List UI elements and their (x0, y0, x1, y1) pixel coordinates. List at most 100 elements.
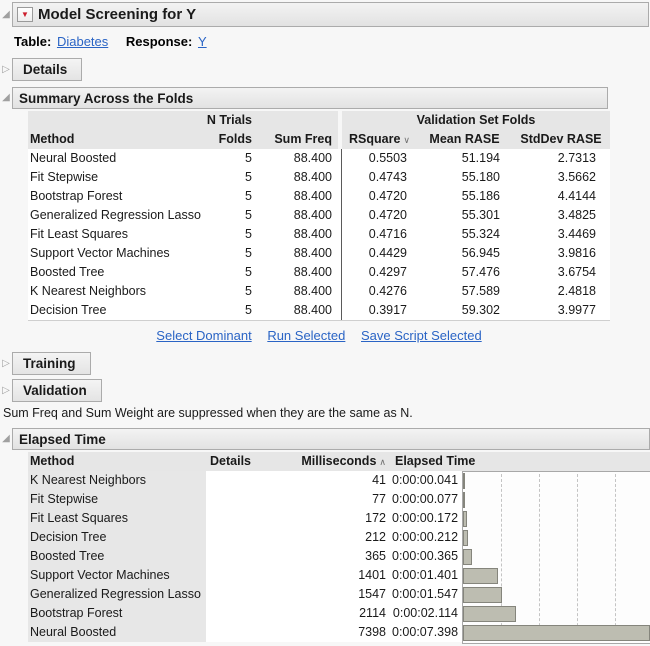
save-script-selected-link[interactable]: Save Script Selected (361, 328, 482, 343)
disclosure-open-icon[interactable]: ◢ (2, 433, 10, 444)
table-row[interactable]: Neural Boosted 7398 0:00:07.398 (28, 623, 650, 642)
cell-method: Bootstrap Forest (30, 189, 123, 203)
cell-details (206, 471, 266, 490)
cell-folds: 5 (245, 170, 252, 184)
table-row[interactable]: Support Vector Machines 1401 0:00:01.401 (28, 566, 650, 585)
table-row[interactable]: Generalized Regression Lasso 1547 0:00:01.… (28, 585, 650, 604)
table-row[interactable]: Support Vector Machines 5 88.400 0.4429 56.9… (28, 244, 610, 263)
cell-sum-freq: 88.400 (293, 189, 332, 203)
cell-folds: 5 (245, 284, 252, 298)
cell-stddev-rase: 4.4144 (557, 189, 596, 203)
table-row[interactable]: Generalized Regression Lasso 5 88.400 0.472… (28, 206, 610, 225)
column-header-stddev-rase[interactable]: StdDev RASE (520, 132, 602, 146)
table-row[interactable]: Boosted Tree 5 88.400 0.4297 57.476 3.6754 (28, 263, 610, 282)
bar[interactable] (463, 473, 465, 489)
cell-method: Fit Stepwise (28, 490, 206, 509)
table-row[interactable]: Fit Least Squares 172 0:00:00.172 (28, 509, 650, 528)
disclosure-closed-icon[interactable]: ▷ (2, 384, 10, 396)
cell-method: K Nearest Neighbors (30, 284, 147, 298)
cell-mean-rase: 51.194 (461, 151, 500, 165)
cell-folds: 5 (245, 208, 252, 222)
bar[interactable] (463, 606, 516, 622)
column-header-milliseconds[interactable]: Milliseconds ∧ (266, 452, 392, 471)
select-dominant-link[interactable]: Select Dominant (156, 328, 252, 343)
cell-method: Fit Least Squares (28, 509, 206, 528)
cell-method: Support Vector Machines (28, 566, 206, 585)
summary-title-bar: Summary Across the Folds (12, 87, 608, 109)
cell-milliseconds: 2114 (266, 604, 392, 623)
column-header-sum-freq[interactable]: Sum Freq (274, 132, 332, 146)
sort-ascending-icon: ∧ (379, 457, 386, 467)
cell-folds: 5 (245, 303, 252, 317)
cell-folds: 5 (245, 189, 252, 203)
table-row[interactable]: Boosted Tree 365 0:00:00.365 (28, 547, 650, 566)
disclosure-closed-icon[interactable]: ▷ (2, 63, 10, 75)
disclosure-open-icon[interactable]: ◢ (2, 8, 10, 20)
bar[interactable] (463, 568, 498, 584)
column-header-method[interactable]: Method (30, 454, 75, 468)
column-divider (338, 244, 342, 263)
header-validation-set-folds: Validation Set Folds (416, 113, 536, 127)
summary-title-row: ◢ Summary Across the Folds (0, 87, 650, 109)
bar[interactable] (463, 530, 468, 546)
bar[interactable] (463, 587, 502, 603)
cell-elapsed-time: 0:00:01.547 (392, 585, 462, 604)
column-header-elapsed-time[interactable]: Elapsed Time (395, 454, 476, 468)
cell-stddev-rase: 3.4825 (557, 208, 596, 222)
response-link[interactable]: Y (197, 34, 207, 49)
table-link[interactable]: Diabetes (56, 34, 109, 49)
table-row[interactable]: K Nearest Neighbors 5 88.400 0.4276 57.589 2.… (28, 282, 610, 301)
bar[interactable] (463, 549, 472, 565)
column-header-rsquare[interactable]: RSquare ∨ (342, 130, 417, 149)
details-outline-button[interactable]: Details (12, 58, 83, 81)
table-row[interactable]: Decision Tree 5 88.400 0.3917 59.302 3.9977 (28, 301, 610, 320)
column-gap (338, 130, 342, 149)
cell-rsquare: 0.4743 (368, 170, 407, 184)
summary-table-body: Neural Boosted 5 88.400 0.5503 51.194 2.7313 F… (28, 149, 610, 320)
run-selected-link[interactable]: Run Selected (267, 328, 346, 343)
cell-mean-rase: 59.302 (461, 303, 500, 317)
column-header-mean-rase[interactable]: Mean RASE (429, 132, 500, 146)
table-row[interactable]: Neural Boosted 5 88.400 0.5503 51.194 2.7313 (28, 149, 610, 168)
disclosure-closed-icon[interactable]: ▷ (2, 357, 10, 369)
table-row[interactable]: K Nearest Neighbors 41 0:00:00.041 (28, 471, 650, 490)
cell-rsquare: 0.4720 (368, 208, 407, 222)
cell-folds: 5 (245, 151, 252, 165)
cell-sum-freq: 88.400 (293, 227, 332, 241)
cell-method: Boosted Tree (30, 265, 105, 279)
column-divider (338, 206, 342, 225)
training-label: Training (23, 356, 76, 371)
validation-outline-button[interactable]: Validation (12, 379, 102, 402)
page-title: Model Screening for Y (38, 6, 197, 23)
column-header-details[interactable]: Details (210, 454, 251, 468)
table-row[interactable]: Decision Tree 212 0:00:00.212 (28, 528, 650, 547)
cell-rsquare: 0.4429 (368, 246, 407, 260)
bar[interactable] (463, 625, 650, 641)
cell-milliseconds: 1547 (266, 585, 392, 604)
milliseconds-label: Milliseconds (301, 454, 377, 468)
bar[interactable] (463, 511, 467, 527)
training-outline-button[interactable]: Training (12, 352, 91, 375)
elapsed-bar-chart (462, 471, 650, 644)
details-row: ▷ Details (0, 58, 650, 81)
cell-method: Decision Tree (28, 528, 206, 547)
column-divider (338, 263, 342, 282)
column-divider (338, 225, 342, 244)
table-row[interactable]: Bootstrap Forest 2114 0:00:02.114 (28, 604, 650, 623)
red-triangle-menu-button[interactable]: ▼ (17, 7, 33, 22)
column-header-folds[interactable]: Folds (218, 132, 252, 146)
cell-folds: 5 (245, 246, 252, 260)
column-header-method[interactable]: Method (30, 132, 75, 146)
header-n-trials: N Trials (206, 113, 252, 127)
cell-mean-rase: 55.324 (461, 227, 500, 241)
disclosure-open-icon[interactable]: ◢ (2, 92, 10, 103)
table-row[interactable]: Fit Least Squares 5 88.400 0.4716 55.324 3.44… (28, 225, 610, 244)
table-row[interactable]: Bootstrap Forest 5 88.400 0.4720 55.186 4.414… (28, 187, 610, 206)
bar[interactable] (463, 492, 465, 508)
cell-stddev-rase: 3.6754 (557, 265, 596, 279)
report-title-row: ◢ ▼ Model Screening for Y (0, 2, 650, 27)
table-row[interactable]: Fit Stepwise 5 88.400 0.4743 55.180 3.5662 (28, 168, 610, 187)
header-spacer (28, 111, 203, 130)
cell-details (206, 585, 266, 604)
table-row[interactable]: Fit Stepwise 77 0:00:00.077 (28, 490, 650, 509)
